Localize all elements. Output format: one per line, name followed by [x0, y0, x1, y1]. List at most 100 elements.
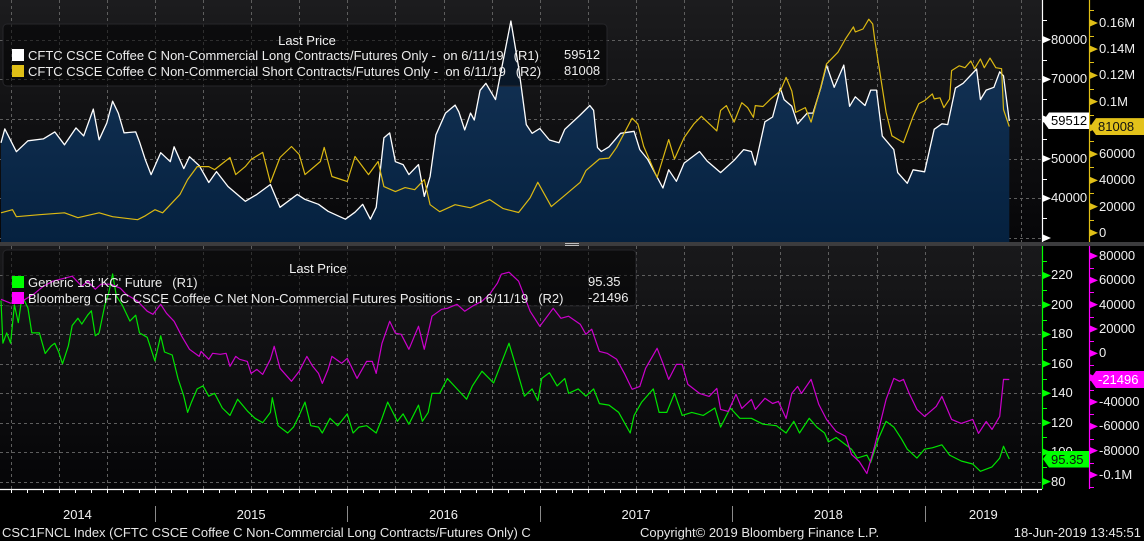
right-y-tick-label: -0.1M	[1099, 467, 1133, 482]
legend-item-net-positions[interactable]: Bloomberg CFTC CSCE Coffee C Net Non-Com…	[12, 290, 564, 306]
right-y-tick-label: 80000	[1099, 247, 1136, 263]
right-y-tick-label: 0.14M	[1099, 41, 1136, 57]
bottom-legend-box	[2, 249, 637, 307]
left-y-tick-label: 220	[1051, 267, 1073, 283]
left-y-tick-label: 120	[1051, 414, 1073, 430]
legend-item-kc-future[interactable]: Generic 1st 'KC' Future (R1)	[12, 274, 198, 290]
series-layer	[0, 18, 1010, 475]
series-area-cftc-csce-coffee-c-non-commercial-long-contracts-futures-only	[1, 21, 1010, 242]
left-y-tick-label: 40000	[1051, 190, 1088, 206]
legend-item-short-contracts[interactable]: CFTC CSCE Coffee C Non-Commercial Short …	[12, 63, 542, 79]
left-y-tick-label: 180	[1051, 326, 1073, 342]
right-y-major-tick-marker	[1090, 471, 1098, 479]
left-y-major-tick-marker	[1043, 155, 1051, 163]
right-y-tick-label: 0.1M	[1099, 93, 1128, 109]
legend-axis-tag: (R1)	[172, 274, 198, 290]
right-y-major-tick-marker	[1090, 349, 1098, 357]
right-y-tick-label: 40000	[1099, 172, 1136, 188]
left-y-major-tick-marker	[1043, 478, 1051, 486]
left-y-tick-label: 200	[1051, 296, 1073, 312]
right-y-major-tick-marker	[1090, 71, 1098, 79]
right-y-major-tick-marker	[1090, 276, 1098, 284]
legend-label: Bloomberg CFTC CSCE Coffee C Net Non-Com…	[28, 290, 529, 306]
legend-value: 59512	[564, 47, 601, 62]
left-y-tick-label: 160	[1051, 355, 1073, 371]
left-y-major-tick-marker	[1043, 271, 1051, 279]
legend-swatch-yellow	[12, 65, 24, 77]
right-y-tick-label: 0	[1099, 224, 1107, 240]
series-line-cftc-csce-coffee-c-non-commercial-short-contracts-futures-only[interactable]	[0, 18, 1010, 221]
right-y-tick-label: -80000	[1099, 442, 1140, 458]
legend-value: 95.35	[588, 274, 621, 289]
right-y-major-tick-marker	[1090, 301, 1098, 309]
right-y-major-tick-marker	[1090, 325, 1098, 333]
panel-resize-handle[interactable]	[565, 243, 579, 246]
legend-label: Generic 1st 'KC' Future	[28, 274, 163, 290]
left-y-major-tick-marker	[1043, 448, 1051, 456]
legend-value: -21496	[588, 290, 629, 305]
area-layer	[1, 21, 1010, 242]
left-y-major-tick-marker	[1043, 419, 1051, 427]
right-y-tick-label: 0	[1099, 345, 1107, 361]
right-y-major-tick-marker	[1090, 176, 1098, 184]
left-y-major-tick-marker	[1043, 194, 1051, 202]
legend-label: CFTC CSCE Coffee C Non-Commercial Short …	[28, 63, 506, 79]
right-y-major-tick-marker	[1090, 422, 1098, 430]
right-y-tick-label: 40000	[1099, 296, 1136, 312]
legend-item-long-contracts[interactable]: CFTC CSCE Coffee C Non-Commercial Long C…	[12, 47, 539, 63]
x-axis-year-label: 2015	[236, 507, 266, 522]
last-value-tag-generic-1st-kc-future: 95.35	[1043, 450, 1089, 468]
right-y-major-tick-marker	[1090, 229, 1098, 237]
bottom-legend-title: Last Price	[289, 261, 347, 276]
right-y-tick-label: 60000	[1099, 146, 1136, 162]
left-y-tick-label: 50000	[1051, 150, 1088, 166]
series-line-bloomberg-cftc-csce-coffee-c-net-non-commercial-futures-positions[interactable]	[0, 271, 1010, 475]
right-y-major-tick-marker	[1090, 447, 1098, 455]
x-axis-year-label: 2016	[429, 507, 459, 522]
right-y-tick-label: -40000	[1099, 393, 1140, 409]
x-axis-year-label: 2019	[968, 507, 998, 522]
last-value-tag-bloomberg-cftc-csce-coffee-c-net-non-commercial-futures-positions: -21496	[1090, 370, 1144, 388]
right-y-major-tick-marker	[1090, 45, 1098, 53]
right-y-major-tick-marker	[1090, 398, 1098, 406]
last-value-tag-cftc-csce-coffee-c-non-commercial-long-contracts-futures-only: 59512	[1043, 112, 1089, 130]
legend-axis-tag: (R2)	[515, 63, 542, 79]
legend-value: 81008	[564, 63, 601, 78]
right-y-major-tick-marker	[1090, 150, 1098, 158]
top-legend-box	[2, 23, 608, 87]
footer-copyright: Copyright© 2019 Bloomberg Finance L.P.	[640, 525, 880, 540]
left-y-tick-label: 80000	[1051, 31, 1088, 47]
series-line-generic-1st-kc-future[interactable]	[0, 273, 1010, 472]
top-legend-title: Last Price	[278, 33, 336, 48]
legend-swatch-magenta	[12, 292, 24, 304]
right-y-tick-label: 20000	[1099, 320, 1136, 336]
left-y-tick-label: 70000	[1051, 71, 1088, 87]
x-axis-year-label: 2017	[621, 507, 651, 522]
left-y-major-tick-marker	[1043, 360, 1051, 368]
series-line-cftc-csce-coffee-c-non-commercial-long-contracts-futures-only[interactable]	[0, 20, 1010, 220]
left-y-major-tick-marker	[1043, 301, 1051, 309]
axes-layer	[0, 0, 1098, 522]
right-y-major-tick-marker	[1090, 98, 1098, 106]
left-y-major-tick-marker	[1043, 234, 1051, 242]
right-y-major-tick-marker	[1090, 252, 1098, 260]
left-y-tick-label: 80	[1051, 473, 1066, 489]
left-y-tick-label: 140	[1051, 385, 1073, 401]
x-axis-year-label: 2018	[813, 507, 843, 522]
right-y-tick-label: 20000	[1099, 198, 1136, 214]
legend-swatch-white	[12, 49, 24, 61]
x-axis-year-label: 2014	[62, 507, 92, 522]
legend-axis-tag: (R1)	[513, 47, 539, 63]
right-y-tick-label: 0.12M	[1099, 67, 1136, 83]
legend-axis-tag: (R2)	[538, 290, 564, 306]
legend-label: CFTC CSCE Coffee C Non-Commercial Long C…	[28, 47, 504, 63]
last-value-tag-cftc-csce-coffee-c-non-commercial-short-contracts-futures-only: 81008	[1090, 118, 1144, 136]
left-y-major-tick-marker	[1043, 36, 1051, 44]
right-y-major-tick-marker	[1090, 203, 1098, 211]
left-y-major-tick-marker	[1043, 389, 1051, 397]
right-y-tick-label: -60000	[1099, 418, 1140, 434]
panel-divider[interactable]	[0, 242, 1144, 246]
left-y-major-tick-marker	[1043, 75, 1051, 83]
